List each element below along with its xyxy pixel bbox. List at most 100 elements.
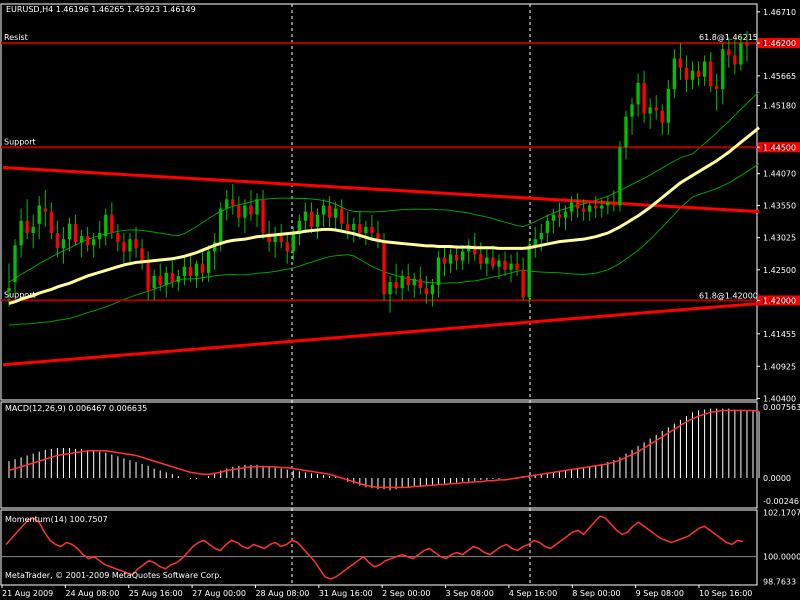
candle-body (479, 254, 483, 264)
candle-body (442, 257, 447, 264)
candle-body (158, 275, 162, 286)
candle-body (454, 254, 459, 261)
trendline (2, 302, 760, 367)
level-tag: 1.42000 (761, 296, 794, 305)
candle-body (624, 116, 628, 148)
momentum-tick-label: 102.1707 (763, 509, 800, 518)
candle-body (303, 211, 308, 221)
candle-body (255, 199, 259, 215)
ma-line (8, 126, 760, 305)
candle-body (672, 58, 677, 90)
candle-body (702, 61, 707, 77)
candle-body (267, 233, 271, 243)
candle-body (539, 233, 543, 240)
momentum-panel: 102.1707 100.0000 98.7633 (1, 509, 800, 587)
time-tick-label: 31 Aug 16:00 (319, 589, 373, 598)
candle-body (25, 220, 29, 234)
candle-body (715, 85, 719, 90)
time-tick-label: 28 Aug 08:00 (255, 589, 309, 598)
level-label: Support (4, 290, 36, 299)
candle-body (648, 107, 652, 114)
price-tick-label: 1.41455 (763, 330, 796, 339)
candle-body (581, 208, 586, 212)
level-tag-bg (758, 38, 800, 49)
candle-body (219, 208, 223, 243)
candle-body (600, 205, 604, 209)
candle-body (684, 67, 689, 80)
candle-body (249, 205, 253, 215)
candle-body (340, 208, 344, 224)
candle-body (43, 208, 47, 212)
candle-body (170, 272, 174, 283)
symbol-header: EURUSD,H4 1.46196 1.46265 1.45923 1.4614… (6, 5, 196, 14)
momentum-line (5, 515, 744, 580)
candle-body (666, 89, 670, 123)
candle-body (557, 214, 562, 218)
candle-body (745, 43, 749, 47)
candle-body (382, 242, 386, 295)
candle-body (575, 202, 580, 209)
candle-body (13, 245, 17, 283)
candle-body (430, 285, 435, 295)
candle-body (140, 248, 144, 261)
price-tick-label: 1.40400 (763, 394, 796, 403)
candle-body (642, 82, 646, 114)
candle-body (79, 236, 84, 243)
price-tick-label: 1.43550 (763, 201, 796, 210)
candle-body (636, 82, 640, 105)
price-tick-label: 1.44070 (763, 170, 796, 179)
candle-body (297, 220, 302, 234)
candle-body (273, 236, 277, 243)
candle-body (594, 205, 598, 209)
candle-body (733, 55, 737, 65)
candle-body (394, 282, 398, 289)
candle-body (194, 263, 199, 276)
level-tag-bg (758, 295, 800, 306)
price-tick-label: 1.42500 (763, 266, 796, 275)
time-tick-label: 24 Aug 08:00 (65, 589, 119, 598)
price-tick-label: 1.40925 (763, 362, 796, 371)
price-tick-label: 1.44500 (763, 143, 796, 152)
price-axis: 1.46710 1.46200 1.45665 1.45180 1.44500 1.440… (757, 8, 796, 403)
candle-body (660, 110, 664, 123)
candle-body (491, 257, 495, 267)
panel-frames (0, 3, 758, 586)
candle-body (400, 275, 404, 289)
fib-label: 61.8@1.42000 (699, 291, 758, 300)
price-tick-label: 1.45665 (763, 72, 796, 81)
candle-body (533, 239, 537, 246)
candle-body (606, 202, 610, 206)
candle-body (176, 275, 181, 283)
candle-body (588, 205, 592, 212)
candle-body (412, 278, 416, 286)
candle-body (98, 233, 102, 240)
candle-body (128, 239, 132, 252)
macd-tick-label: 0.0000 (763, 474, 791, 483)
candle-body (418, 278, 422, 289)
candle-body (206, 251, 211, 273)
time-tick-label: 8 Sep 00:00 (572, 589, 620, 598)
candle-body (188, 266, 193, 276)
candle-body (110, 214, 114, 234)
candle-body (146, 260, 150, 292)
macd-tick-label: -0.00246 (763, 497, 799, 506)
candle-body (364, 226, 368, 234)
time-axis: 21 Aug 2009 24 Aug 08:00 25 Aug 16:00 27 Au… (1, 585, 752, 598)
candle-body (182, 266, 187, 276)
candle-body (630, 104, 634, 117)
candle-body (37, 205, 41, 224)
candle-body (231, 199, 235, 206)
candle-body (200, 263, 205, 273)
candle-body (618, 147, 622, 206)
macd-signal-line (8, 409, 760, 489)
candle-body (612, 202, 616, 206)
level-label: Support (4, 137, 36, 146)
candle-body (696, 70, 701, 77)
candle-body (309, 211, 314, 227)
candle-body (49, 211, 54, 234)
candle-body (460, 251, 465, 261)
time-tick-label: 25 Aug 16:00 (129, 589, 183, 598)
candle-body (497, 260, 501, 267)
candle-body (448, 254, 453, 264)
candle-body (424, 288, 429, 295)
